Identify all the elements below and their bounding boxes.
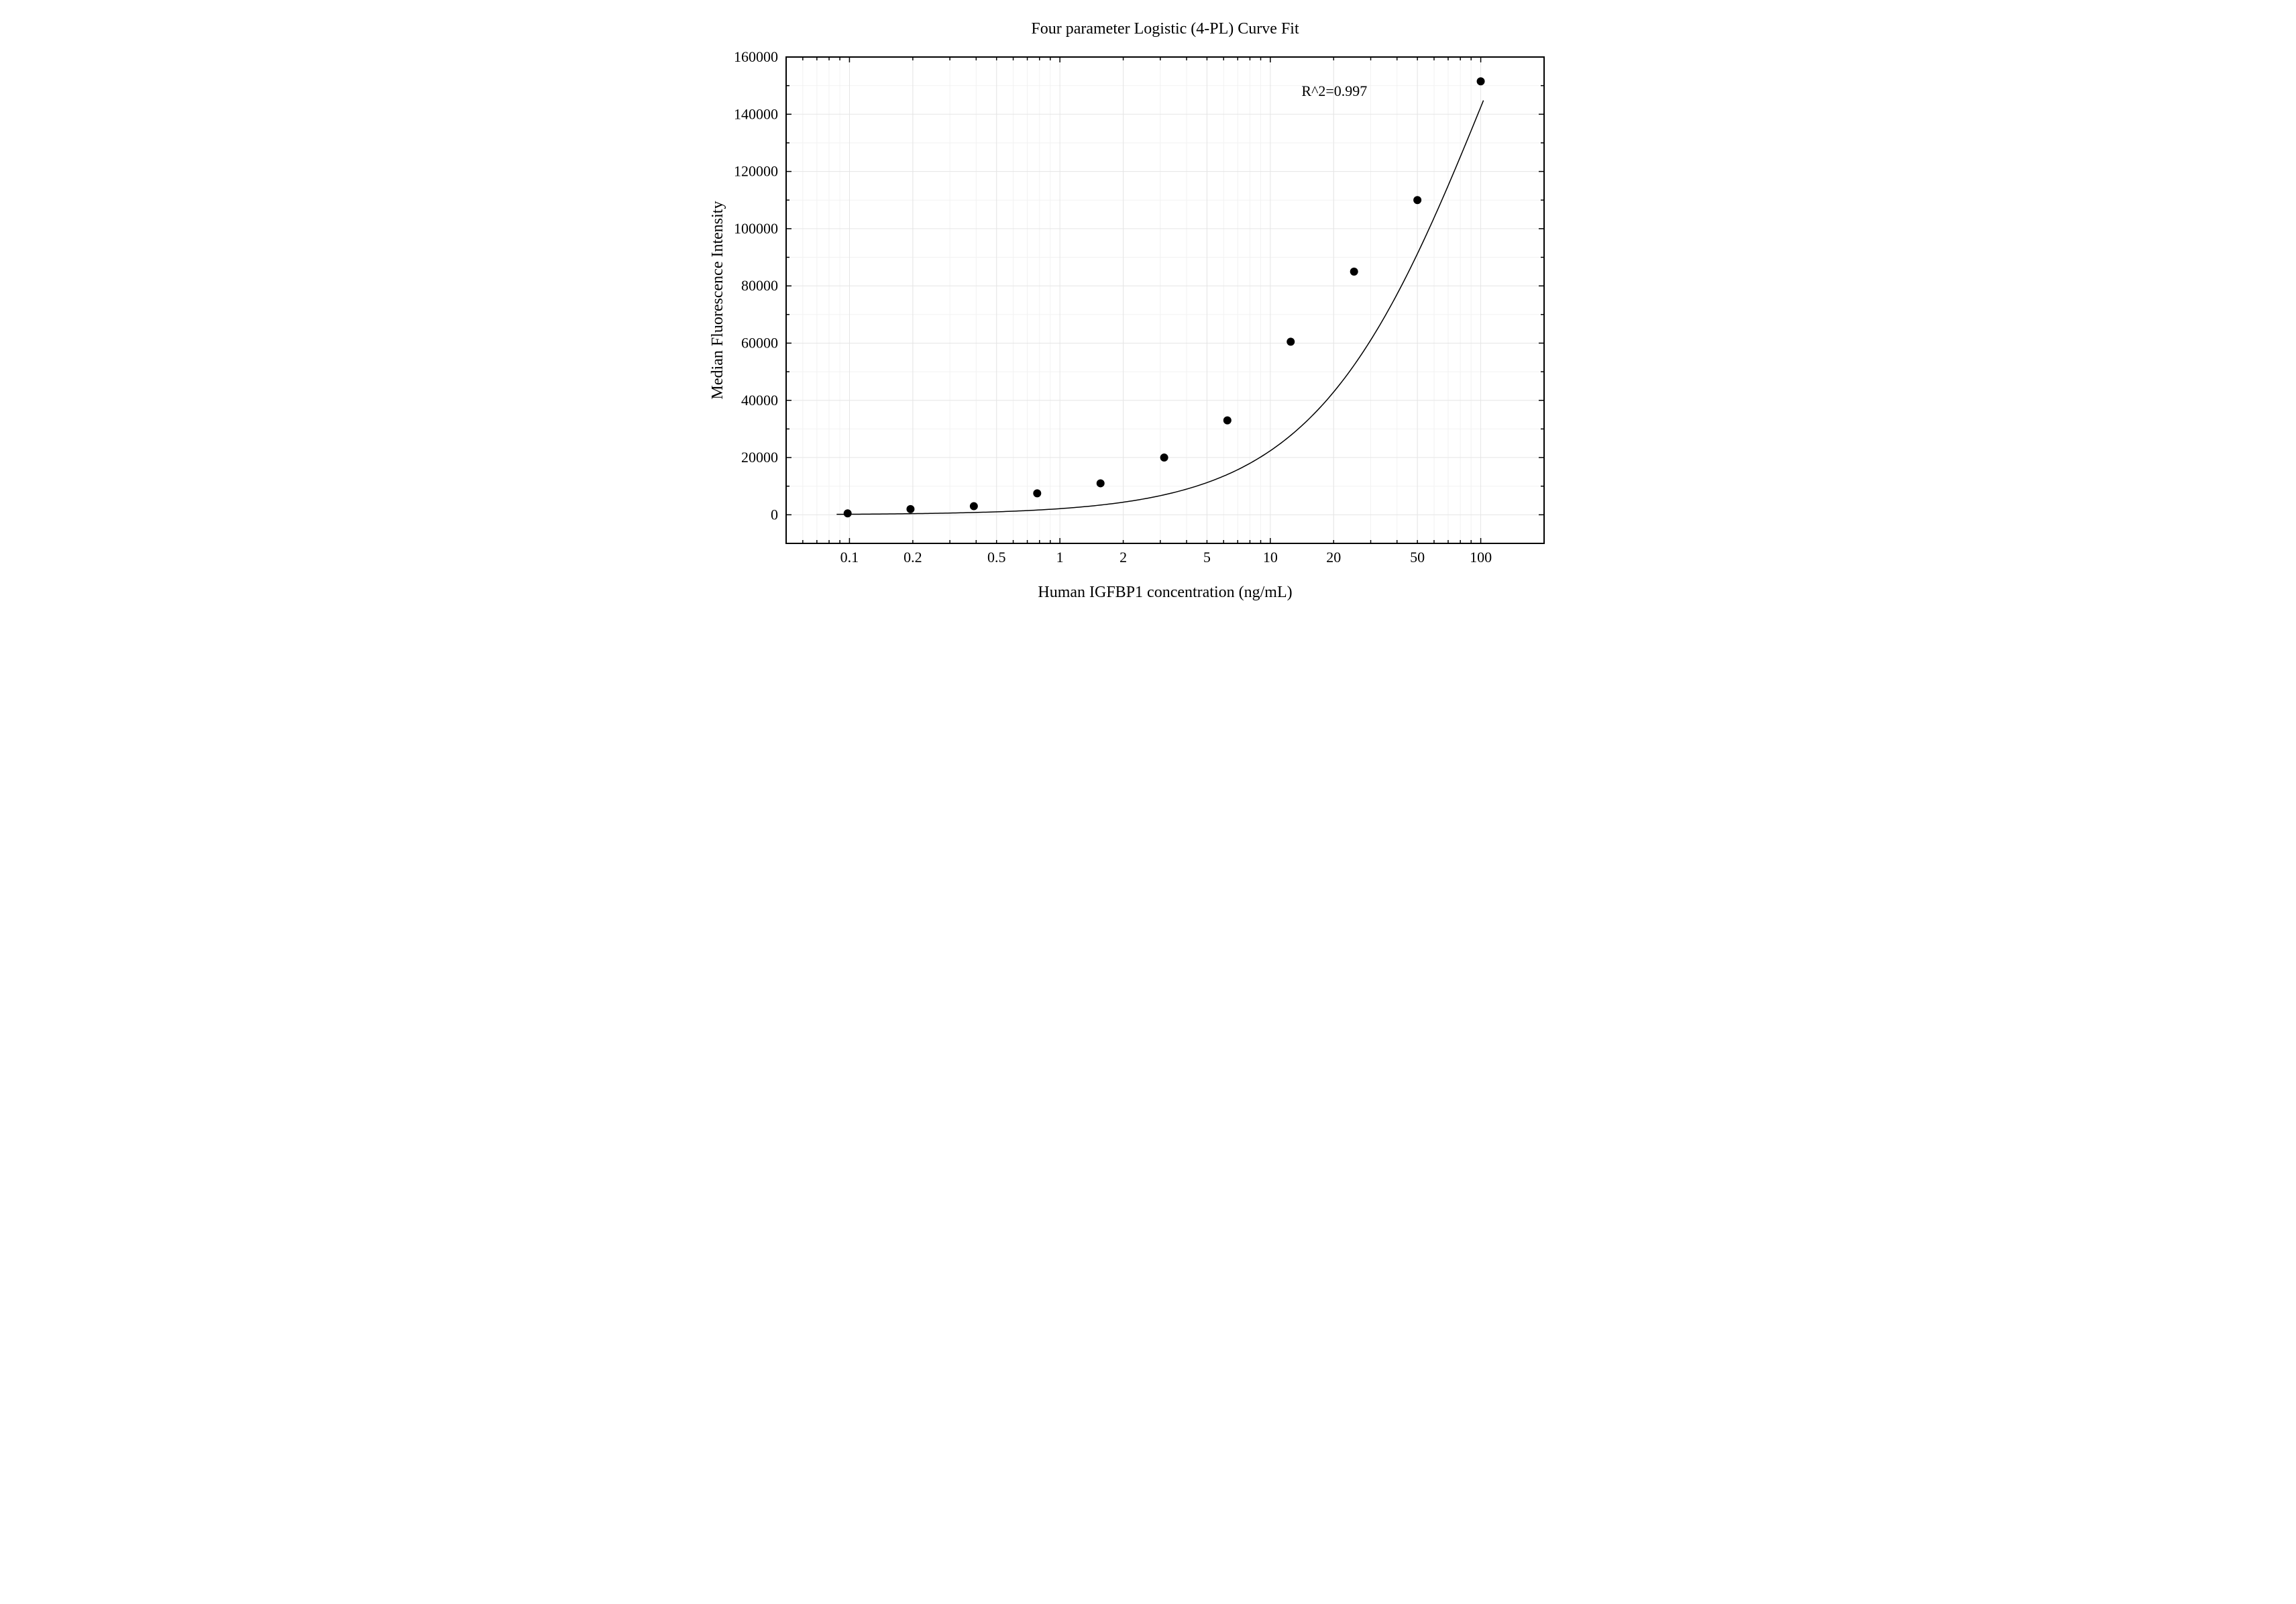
y-tick-label: 120000 <box>734 163 778 180</box>
x-tick-label: 5 <box>1203 549 1210 566</box>
y-tick-label: 140000 <box>734 105 778 122</box>
chart-container: 0.1 0.2 0.5 1 2 5 10 20 50 100 0 20000 40000 60000 800… <box>669 0 1628 671</box>
data-point <box>1096 479 1104 487</box>
data-point <box>1413 196 1421 204</box>
data-point <box>1350 268 1358 276</box>
x-tick-label: 0.1 <box>840 549 859 566</box>
y-tick-label: 80000 <box>741 277 778 294</box>
chart-title: Four parameter Logistic (4-PL) Curve Fit <box>1031 20 1299 38</box>
x-tick-label: 20 <box>1326 549 1341 566</box>
r-squared-annotation: R^2=0.997 <box>1301 83 1367 99</box>
data-point <box>906 505 914 513</box>
x-tick-label: 0.2 <box>904 549 922 566</box>
x-tick-label: 50 <box>1410 549 1425 566</box>
y-tick-label: 160000 <box>734 48 778 65</box>
y-tick-label: 40000 <box>741 392 778 409</box>
x-axis-label: Human IGFBP1 concentration (ng/mL) <box>1038 584 1292 601</box>
x-tick-label: 2 <box>1119 549 1127 566</box>
x-tick-label: 10 <box>1262 549 1277 566</box>
data-point <box>843 509 851 517</box>
x-tick-label: 1 <box>1056 549 1063 566</box>
y-tick-label: 60000 <box>741 334 778 351</box>
chart-svg: 0.1 0.2 0.5 1 2 5 10 20 50 100 0 20000 40000 60000 800… <box>669 0 1628 671</box>
data-point <box>1476 77 1484 85</box>
y-tick-label: 100000 <box>734 220 778 237</box>
y-tick-label: 20000 <box>741 449 778 466</box>
data-point <box>969 502 977 511</box>
data-point <box>1033 489 1041 497</box>
data-point <box>1223 417 1231 425</box>
y-tick-label: 0 <box>771 506 778 523</box>
x-tick-label: 0.5 <box>987 549 1005 566</box>
y-axis-label: Median Fluorescence Intensity <box>709 201 726 400</box>
data-point <box>1160 453 1168 462</box>
x-tick-label: 100 <box>1470 549 1492 566</box>
data-point <box>1287 337 1295 345</box>
